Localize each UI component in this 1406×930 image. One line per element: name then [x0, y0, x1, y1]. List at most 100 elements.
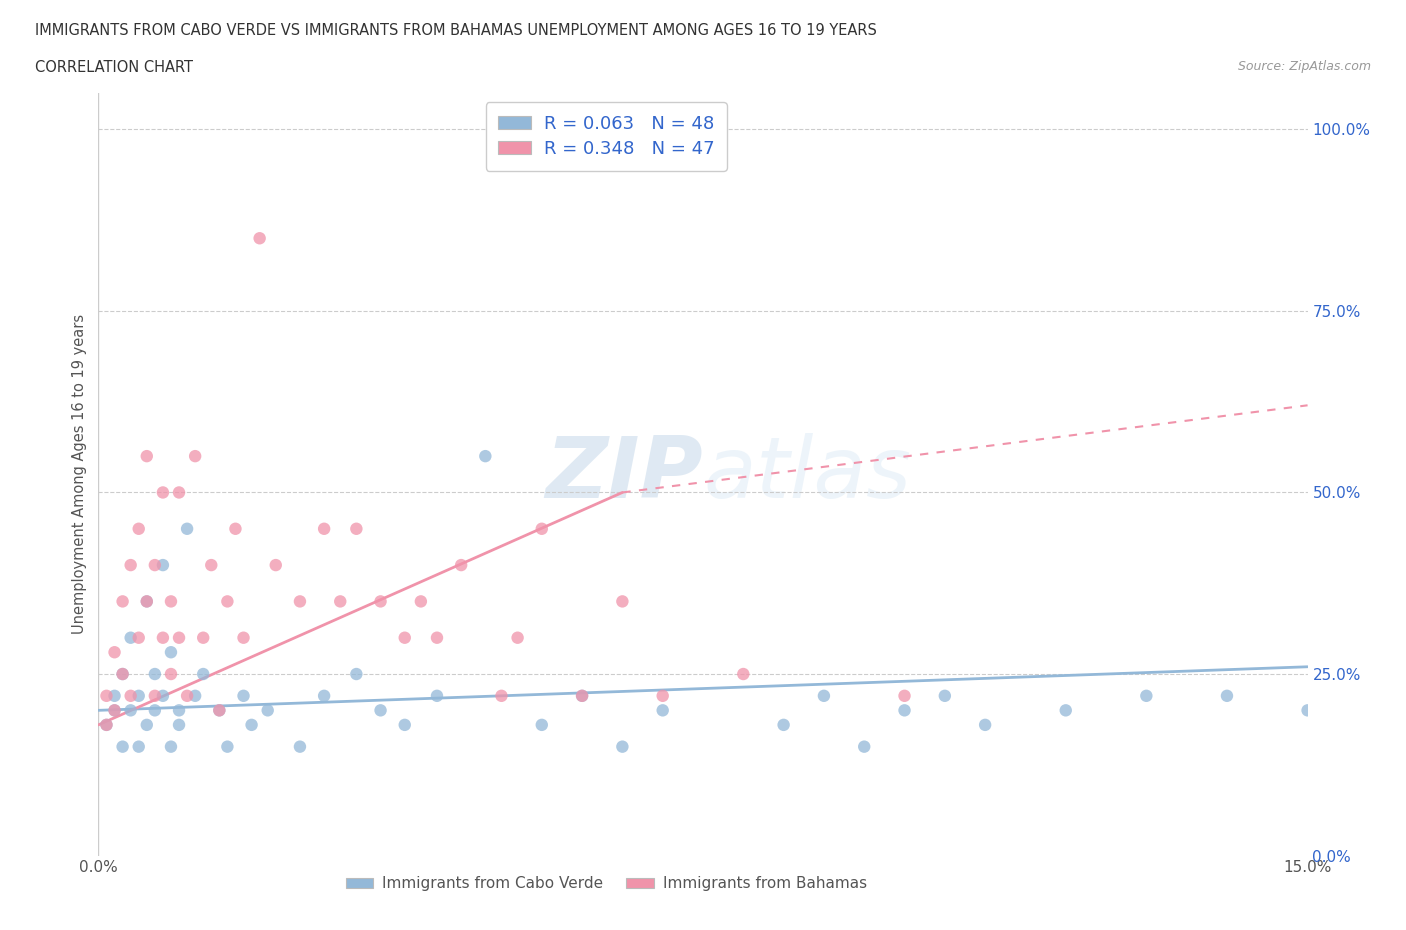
Point [184, 688, 207, 703]
Point [135, 594, 157, 609]
Point [450, 558, 472, 573]
Point [813, 688, 835, 703]
Point [128, 631, 150, 645]
Point [128, 522, 150, 537]
Point [651, 688, 673, 703]
Point [1296, 703, 1319, 718]
Point [232, 688, 254, 703]
Point [224, 522, 246, 537]
Legend: Immigrants from Cabo Verde, Immigrants from Bahamas: Immigrants from Cabo Verde, Immigrants f… [339, 870, 873, 897]
Point [143, 703, 166, 718]
Point [288, 594, 311, 609]
Point [1216, 688, 1239, 703]
Point [217, 594, 239, 609]
Point [167, 703, 190, 718]
Point [314, 688, 336, 703]
Point [612, 739, 634, 754]
Point [143, 558, 166, 573]
Point [370, 594, 392, 609]
Point [974, 717, 997, 732]
Text: CORRELATION CHART: CORRELATION CHART [35, 60, 193, 75]
Point [344, 667, 367, 682]
Point [135, 448, 157, 463]
Point [128, 739, 150, 754]
Point [893, 688, 915, 703]
Point [934, 688, 956, 703]
Point [193, 667, 215, 682]
Point [152, 631, 174, 645]
Point [208, 703, 231, 718]
Point [176, 522, 198, 537]
Point [193, 631, 215, 645]
Point [160, 644, 183, 659]
Y-axis label: Unemployment Among Ages 16 to 19 years: Unemployment Among Ages 16 to 19 years [72, 314, 87, 634]
Point [651, 703, 673, 718]
Point [893, 703, 915, 718]
Point [184, 448, 207, 463]
Point [176, 688, 198, 703]
Point [152, 558, 174, 573]
Point [612, 594, 634, 609]
Point [733, 667, 755, 682]
Point [135, 717, 157, 732]
Point [135, 594, 157, 609]
Point [772, 717, 794, 732]
Point [409, 594, 432, 609]
Point [530, 717, 553, 732]
Point [120, 631, 142, 645]
Point [167, 485, 190, 500]
Point [1135, 688, 1157, 703]
Text: Source: ZipAtlas.com: Source: ZipAtlas.com [1237, 60, 1371, 73]
Point [200, 558, 222, 573]
Point [96, 688, 118, 703]
Point [249, 231, 271, 246]
Point [571, 688, 593, 703]
Point [853, 739, 876, 754]
Point [530, 522, 553, 537]
Point [120, 558, 142, 573]
Text: ZIP: ZIP [546, 432, 703, 516]
Point [143, 667, 166, 682]
Point [314, 522, 336, 537]
Point [120, 688, 142, 703]
Point [506, 631, 529, 645]
Point [232, 631, 254, 645]
Point [426, 631, 449, 645]
Point [217, 739, 239, 754]
Point [394, 717, 416, 732]
Point [152, 688, 174, 703]
Point [426, 688, 449, 703]
Point [96, 717, 118, 732]
Point [288, 739, 311, 754]
Point [103, 703, 125, 718]
Point [111, 739, 134, 754]
Point [208, 703, 231, 718]
Point [160, 594, 183, 609]
Point [103, 703, 125, 718]
Point [103, 644, 125, 659]
Point [167, 631, 190, 645]
Point [160, 667, 183, 682]
Point [103, 688, 125, 703]
Point [120, 703, 142, 718]
Point [152, 485, 174, 500]
Text: IMMIGRANTS FROM CABO VERDE VS IMMIGRANTS FROM BAHAMAS UNEMPLOYMENT AMONG AGES 16: IMMIGRANTS FROM CABO VERDE VS IMMIGRANTS… [35, 23, 877, 38]
Point [329, 594, 352, 609]
Point [370, 703, 392, 718]
Point [111, 594, 134, 609]
Point [571, 688, 593, 703]
Point [264, 558, 287, 573]
Point [111, 667, 134, 682]
Point [167, 717, 190, 732]
Point [160, 739, 183, 754]
Point [344, 522, 367, 537]
Point [96, 717, 118, 732]
Point [491, 688, 513, 703]
Point [240, 717, 263, 732]
Point [111, 667, 134, 682]
Point [474, 448, 496, 463]
Point [256, 703, 278, 718]
Point [128, 688, 150, 703]
Point [143, 688, 166, 703]
Text: atlas: atlas [703, 432, 911, 516]
